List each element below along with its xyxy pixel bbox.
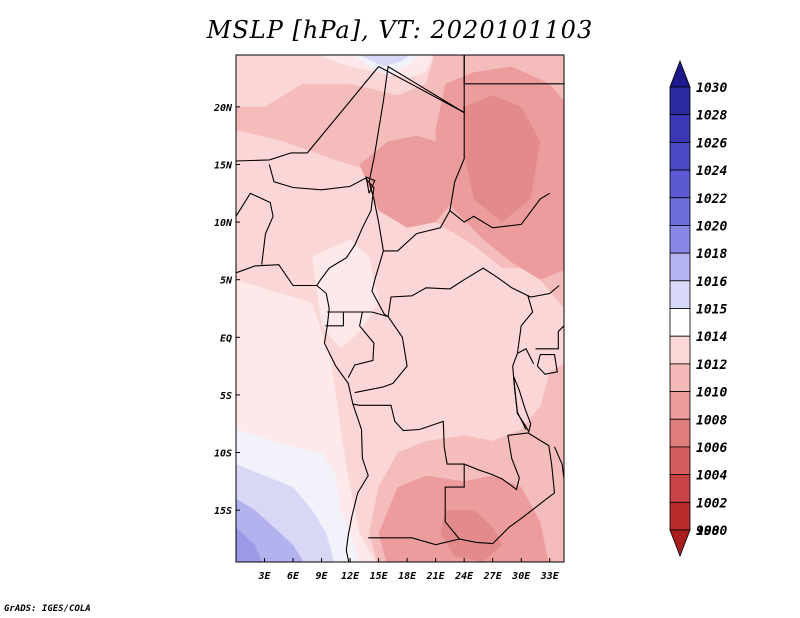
border-angola — [352, 403, 477, 543]
colorbar-swatch — [669, 114, 691, 143]
border-drc-zambia — [463, 432, 528, 491]
border-niger-north — [236, 66, 380, 162]
lon-label: 18E — [398, 571, 417, 582]
field-1006-sudan — [464, 95, 541, 223]
border-zambia — [476, 432, 556, 545]
lon-label: 27E — [483, 571, 503, 582]
field-1008-chad — [359, 135, 455, 228]
latitude-labels: 20N 15N 10N 5N EQ 5S 10S 15S — [213, 103, 240, 517]
border-chad-car — [378, 106, 465, 252]
border-gabon — [347, 311, 375, 378]
colorbar-swatch — [669, 169, 691, 199]
pressure-field — [236, 55, 564, 562]
colorbar-label: 1002 — [696, 496, 727, 511]
lat-label: 20N — [213, 103, 233, 114]
longitude-labels: 3E 6E 9E 12E 15E 18E 21E 24E 27E 30E 33E — [257, 558, 560, 582]
colorbar-label: 1030 — [696, 81, 727, 96]
lon-label: 6E — [287, 571, 300, 582]
colorbar-label: 1024 — [696, 164, 727, 179]
country-borders — [236, 55, 564, 562]
lat-label: 10S — [214, 449, 232, 460]
lon-label: 12E — [341, 571, 360, 582]
colorbar-swatch — [669, 225, 691, 254]
colorbar-swatch — [669, 335, 691, 365]
colorbar-label: 1022 — [696, 192, 727, 207]
lon-label: 3E — [257, 571, 271, 582]
colorbar-label: 1008 — [696, 413, 727, 428]
colorbar-label: 1000 — [696, 524, 727, 539]
colorbar-swatch — [669, 501, 691, 531]
colorbar-swatch — [669, 418, 691, 448]
colorbar-label: 1004 — [696, 469, 727, 484]
colorbar-swatch — [669, 197, 691, 226]
lat-label: 5S — [220, 391, 232, 402]
lat-label: 15S — [214, 506, 232, 517]
colorbar-swatch — [669, 363, 691, 392]
colorbar-label: 1010 — [696, 386, 727, 401]
coastline — [236, 264, 369, 562]
border-car — [371, 250, 498, 318]
colorbar-label: 1028 — [696, 109, 727, 124]
colorbar-label: 1016 — [696, 275, 727, 290]
colorbar-label: 1006 — [696, 441, 727, 456]
lon-label: 30E — [511, 571, 531, 582]
border-lake-victoria — [535, 325, 564, 350]
lon-label: 9E — [316, 571, 329, 582]
colorbar-label: 1012 — [696, 358, 727, 373]
border-south-sudan — [449, 192, 550, 229]
colorbar-label: 1018 — [696, 247, 727, 262]
lake-tanganyika — [513, 376, 532, 434]
field-1016-north — [360, 55, 410, 67]
border-congo — [354, 316, 408, 394]
colorbar-swatch — [669, 86, 691, 116]
border-eq-guinea — [325, 312, 344, 327]
lat-label: 5N — [220, 276, 233, 287]
grads-credit: GrADS: IGES/COLA — [4, 604, 91, 614]
lon-label: 24E — [454, 571, 474, 582]
field-1020 — [236, 527, 263, 562]
lon-label: 33E — [540, 571, 560, 582]
colorbar-top-arrow — [669, 59, 691, 88]
lat-label: EQ — [220, 333, 232, 344]
colorbar-swatch — [669, 280, 691, 309]
colorbar-swatch — [669, 391, 691, 420]
border-nigeria — [268, 164, 375, 286]
map-title: MSLP [hPa], VT: 2020101103 — [206, 16, 594, 44]
colorbar-swatch — [669, 446, 691, 476]
colorbar-label: 1020 — [696, 219, 727, 234]
colorbar-label: 1014 — [696, 330, 727, 345]
lat-label: 15N — [214, 160, 233, 171]
border-namibia — [368, 537, 460, 546]
lake-victoria — [536, 354, 558, 375]
plot-frame — [235, 54, 565, 563]
colorbar-swatch — [669, 308, 691, 337]
lon-label: 21E — [426, 571, 446, 582]
colorbar-label: 1026 — [696, 136, 727, 151]
field-1014-central — [312, 239, 379, 349]
colorbar-bottom-arrow — [669, 529, 691, 558]
colorbar-swatch — [669, 141, 691, 171]
colorbar-swatch — [669, 474, 691, 503]
colorbar-label: 998 — [696, 524, 720, 539]
border-benin — [236, 192, 274, 265]
border-chad — [368, 65, 465, 182]
border-uganda-drc — [516, 295, 534, 354]
lake-chad — [365, 176, 376, 194]
colorbar-label: 1015 — [696, 303, 727, 318]
colorbar-swatch — [669, 252, 691, 282]
lon-label: 15E — [370, 571, 389, 582]
colorbar: 1030 1028 1026 1024 1022 1020 1018 1016 1015 1014… — [669, 59, 727, 558]
border-chad-cameroon — [368, 181, 380, 223]
field-1006-south — [440, 510, 503, 562]
border-egypt — [463, 55, 564, 85]
lat-label: 10N — [214, 218, 233, 229]
border-malawi — [553, 446, 564, 483]
